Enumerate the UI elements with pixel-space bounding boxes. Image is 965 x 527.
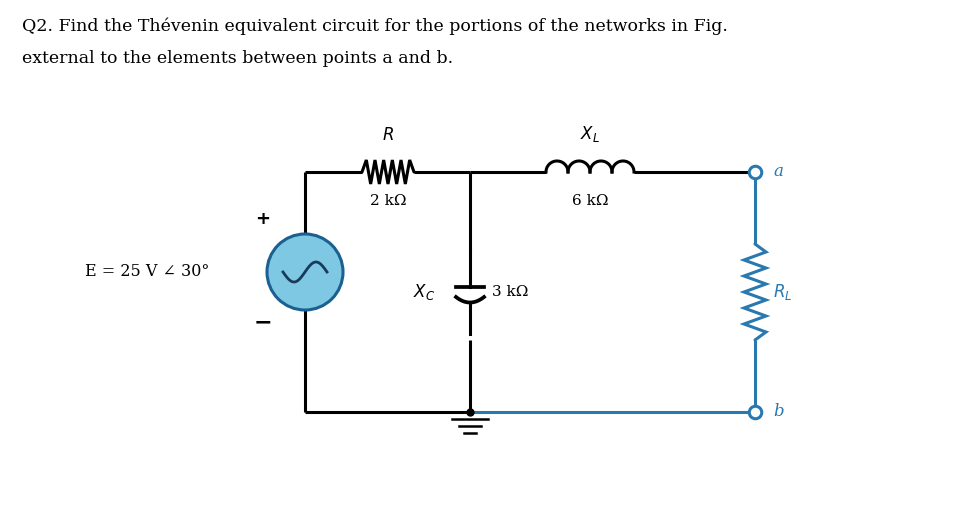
Text: $X_C$: $X_C$: [413, 282, 435, 302]
Circle shape: [267, 234, 343, 310]
Text: +: +: [256, 210, 270, 228]
Text: Q2. Find the Thévenin equivalent circuit for the portions of the networks in Fig: Q2. Find the Thévenin equivalent circuit…: [22, 17, 728, 34]
Text: $R$: $R$: [382, 127, 394, 144]
Text: 6 kΩ: 6 kΩ: [571, 194, 608, 208]
Text: 2 kΩ: 2 kΩ: [370, 194, 406, 208]
Text: a: a: [773, 163, 783, 181]
Text: b: b: [773, 404, 784, 421]
Text: 3 kΩ: 3 kΩ: [492, 285, 529, 299]
Text: $X_L$: $X_L$: [580, 124, 600, 144]
Text: E = 25 V ∠ 30°: E = 25 V ∠ 30°: [85, 264, 209, 280]
Text: external to the elements between points a and b.: external to the elements between points …: [22, 50, 454, 67]
Text: $R_L$: $R_L$: [773, 282, 792, 302]
Text: −: −: [254, 312, 272, 332]
